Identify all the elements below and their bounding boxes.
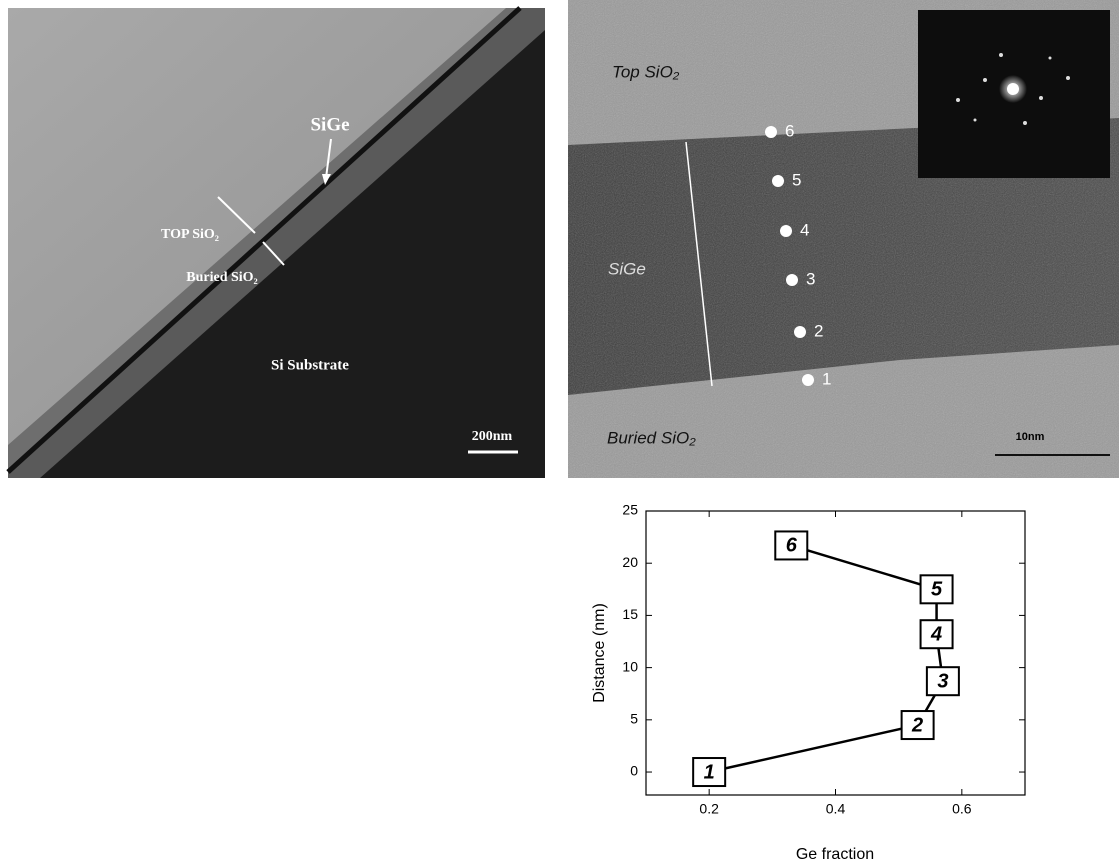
- point-label: 2: [814, 321, 823, 340]
- x-tick-label: 0.4: [826, 801, 846, 817]
- page: SiGe TOP SiO₂ Buried SiO₂ Si Substrate 2…: [0, 0, 1119, 866]
- label: TOP SiO₂: [161, 227, 219, 242]
- tem-image-right: Top SiO₂ SiGe Buried SiO₂ 10nm 1 2 3 4 5 6: [568, 0, 1119, 478]
- chart: Distance (nm) Ge fraction 0.2 0.4 0.6 0 5 10 1…: [591, 502, 1025, 864]
- point-label: 3: [806, 269, 815, 288]
- point-label: 4: [800, 220, 809, 239]
- label: Top SiO₂: [612, 62, 680, 81]
- x-tick-label: 0.2: [699, 801, 719, 817]
- point: [780, 225, 792, 237]
- point-label: 5: [931, 579, 943, 601]
- label: SiGe: [310, 114, 349, 135]
- point: [765, 126, 777, 138]
- y-tick-label: 25: [622, 502, 638, 518]
- point-label: 5: [792, 170, 801, 189]
- point: [794, 326, 806, 338]
- label: SiGe: [608, 259, 646, 278]
- scale-label: 10nm: [1016, 431, 1045, 443]
- y-tick-label: 20: [622, 554, 638, 570]
- plot-frame: [646, 511, 1025, 795]
- point: [786, 274, 798, 286]
- label: Buried SiO₂: [186, 270, 258, 285]
- y-tick-label: 10: [622, 658, 638, 674]
- y-tick-label: 15: [622, 606, 638, 622]
- point-label: 2: [911, 714, 923, 736]
- point: [802, 374, 814, 386]
- scale-label: 200nm: [472, 429, 513, 444]
- y-tick-label: 5: [630, 711, 638, 727]
- point: [772, 175, 784, 187]
- tem-image-left: SiGe TOP SiO₂ Buried SiO₂ Si Substrate 2…: [8, 8, 545, 478]
- label: Si Substrate: [271, 357, 349, 373]
- point-label: 6: [786, 535, 798, 557]
- point-label: 4: [930, 623, 942, 645]
- y-axis-label: Distance (nm): [591, 603, 608, 703]
- x-axis-label: Ge fraction: [796, 846, 874, 863]
- y-tick-label: 0: [630, 763, 638, 779]
- point-label: 1: [822, 369, 831, 388]
- label: Buried SiO₂: [607, 428, 696, 447]
- point-label: 1: [704, 761, 715, 783]
- x-tick-label: 0.6: [952, 801, 972, 817]
- figure: SiGe TOP SiO₂ Buried SiO₂ Si Substrate 2…: [0, 0, 1119, 866]
- point-label: 3: [937, 670, 948, 692]
- point-label: 6: [785, 121, 794, 140]
